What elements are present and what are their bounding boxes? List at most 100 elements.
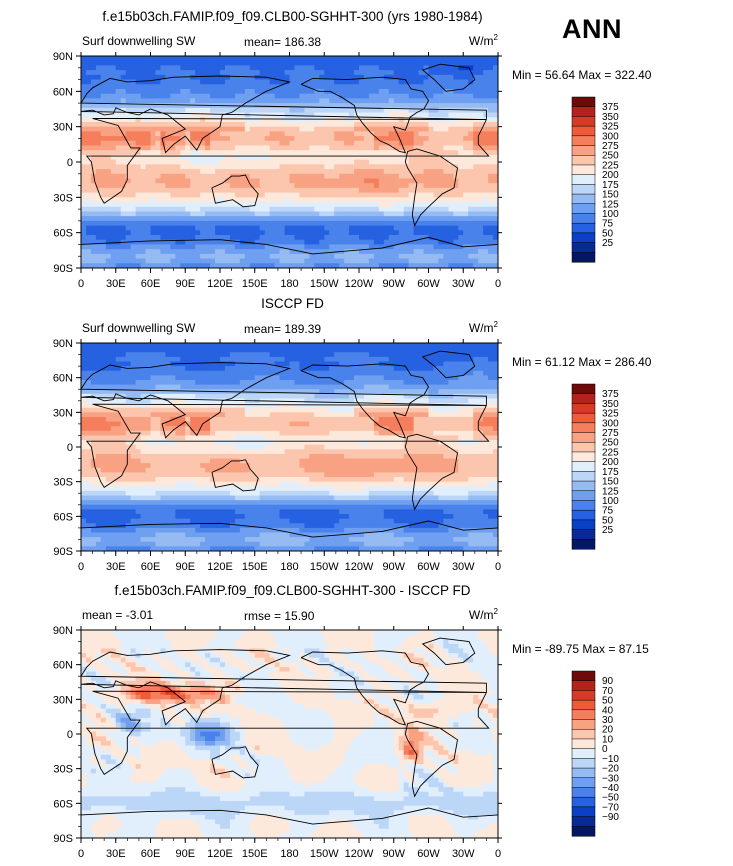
colorbar-label: 25 [602, 525, 614, 536]
colorbar-label: 10 [602, 734, 614, 745]
x-tick-label: 150E [242, 561, 268, 573]
colorbar-label: −90 [602, 812, 619, 823]
min-max-label: Min = 56.64 Max = 322.40 [512, 68, 652, 82]
colorbar-label: 50 [602, 228, 614, 239]
x-tick-label: 120E [207, 848, 233, 860]
colorbar-box [571, 719, 596, 730]
x-tick-label: 180 [280, 561, 298, 573]
colorbar-label: 250 [602, 151, 619, 162]
colorbar-box [571, 767, 596, 779]
colorbar-label: 75 [602, 506, 614, 517]
colorbar-label: 125 [602, 199, 619, 210]
colorbar: 3753503253002752502252001751501251007550… [571, 383, 619, 550]
colorbar-label: 100 [602, 496, 619, 507]
colorbar-box [571, 529, 596, 540]
panel-title: ISCCP FD [261, 296, 324, 311]
colorbar-box [571, 461, 596, 472]
x-tick-label: 150W [310, 561, 339, 573]
colorbar-box [571, 826, 596, 837]
y-tick-label: 30N [53, 694, 73, 706]
colorbar-label: 375 [602, 389, 619, 400]
colorbar-label: 325 [602, 122, 619, 133]
x-tick-label: 90E [175, 561, 195, 573]
panel-left-label: Surf downwelling SW [82, 321, 196, 335]
x-tick-label: 0 [495, 848, 501, 860]
colorbar-box [571, 806, 596, 818]
colorbar-label: −40 [602, 783, 619, 794]
units-label: W/m2 [469, 320, 499, 335]
colorbar-label: −30 [602, 773, 619, 784]
colorbar-box [571, 383, 596, 395]
colorbar-label: 275 [602, 428, 619, 439]
map-panel-1: f.e15b03ch.FAMIP.f09_f09.CLB00-SGHHT-300… [53, 9, 652, 290]
colorbar-label: 150 [602, 190, 619, 201]
x-tick-label: 60E [141, 561, 161, 573]
x-tick-label: 150W [310, 278, 339, 290]
colorbar-box [571, 125, 596, 137]
y-tick-label: 0 [67, 157, 73, 169]
x-tick-label: 0 [78, 278, 84, 290]
y-tick-label: 90N [53, 338, 73, 350]
y-tick-label: 30S [53, 192, 73, 204]
x-tick-label: 60W [417, 848, 440, 860]
x-tick-label: 60E [141, 848, 161, 860]
x-tick-label: 0 [78, 561, 84, 573]
colorbar-box [571, 816, 596, 827]
colorbar-box [571, 480, 596, 492]
colorbar-box [571, 490, 596, 502]
colorbar-box [571, 213, 596, 224]
colorbar-label: 100 [602, 209, 619, 220]
colorbar-box [571, 193, 596, 205]
colorbar: 3753503253002752502252001751501251007550… [571, 96, 619, 263]
colorbar-box [571, 432, 596, 443]
y-tick-label: 0 [67, 442, 73, 454]
y-tick-label: 60N [53, 660, 73, 672]
x-tick-label: 120W [345, 848, 374, 860]
x-tick-label: 90E [175, 278, 195, 290]
min-max-label: Min = 61.12 Max = 286.40 [512, 355, 652, 369]
colorbar-label: −70 [602, 802, 619, 813]
map-panel-3: f.e15b03ch.FAMIP.f09_f09.CLB00-SGHHT-300… [53, 583, 649, 860]
x-tick-label: 90W [382, 278, 405, 290]
colorbar-box [571, 96, 596, 108]
x-tick-label: 30W [452, 848, 475, 860]
colorbar-box [571, 422, 596, 434]
colorbar-box [571, 184, 596, 195]
colorbar-box [571, 242, 596, 253]
colorbar-label: 350 [602, 399, 619, 410]
heatmap-field [81, 343, 499, 552]
x-tick-label: 0 [495, 561, 501, 573]
x-tick-label: 60W [417, 278, 440, 290]
colorbar-label: 30 [602, 715, 614, 726]
x-tick-label: 30E [106, 278, 126, 290]
panel-stat: rmse = 15.90 [244, 609, 315, 623]
colorbar-label: −20 [602, 764, 619, 775]
y-tick-label: 60N [53, 86, 73, 98]
heatmap-field [81, 630, 499, 839]
units-label: W/m2 [469, 33, 499, 48]
colorbar-box [571, 728, 596, 740]
colorbar-label: 300 [602, 131, 619, 142]
colorbar-box [571, 539, 596, 550]
colorbar-label: −10 [602, 754, 619, 765]
colorbar-box [571, 690, 596, 701]
colorbar-box [571, 709, 596, 721]
x-tick-label: 30E [106, 848, 126, 860]
colorbar-label: 20 [602, 725, 614, 736]
y-tick-label: 60N [53, 373, 73, 385]
colorbar-label: 375 [602, 102, 619, 113]
colorbar-label: 325 [602, 409, 619, 420]
panel-title: f.e15b03ch.FAMIP.f09_f09.CLB00-SGHHT-300… [102, 9, 482, 24]
colorbar-label: 0 [602, 744, 608, 755]
colorbar-label: 225 [602, 447, 619, 458]
colorbar-label: 175 [602, 467, 619, 478]
colorbar-label: 125 [602, 486, 619, 497]
colorbar-box [571, 451, 596, 463]
x-tick-label: 180 [280, 278, 298, 290]
colorbar-label: 300 [602, 418, 619, 429]
x-tick-label: 150E [242, 278, 268, 290]
x-tick-label: 30W [452, 278, 475, 290]
coastlines [80, 637, 499, 825]
colorbar-box [571, 738, 596, 750]
